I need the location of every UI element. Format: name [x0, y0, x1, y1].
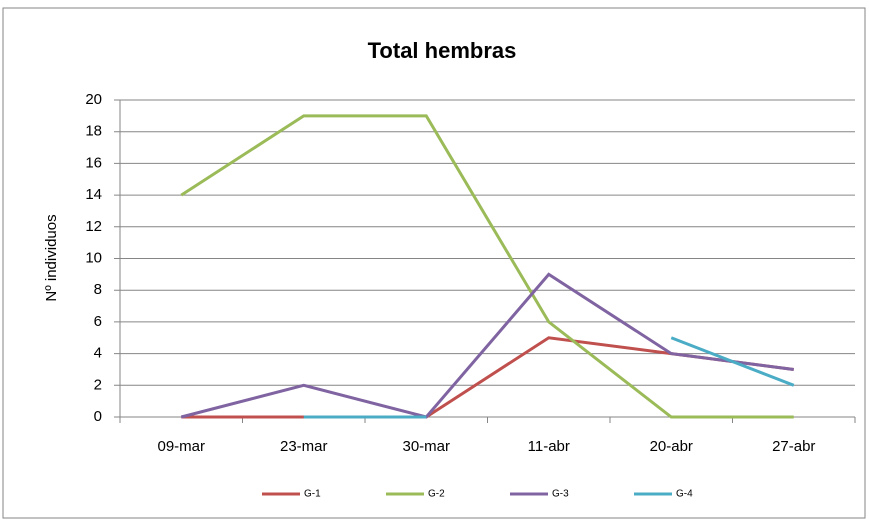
legend-label: G-4 [676, 489, 693, 500]
y-tick-label: 4 [94, 345, 102, 362]
x-tick-label: 09-mar [157, 438, 205, 455]
legend-label: G-1 [304, 489, 321, 500]
y-tick-label: 12 [85, 218, 102, 235]
y-tick-label: 10 [85, 249, 102, 266]
y-tick-label: 14 [85, 186, 102, 203]
legend-label: G-2 [428, 489, 445, 500]
y-axis-label: Nº individuos [43, 214, 60, 301]
y-tick-label: 20 [85, 91, 102, 108]
y-tick-label: 18 [85, 123, 102, 140]
series-line [303, 336, 795, 419]
x-tick-label: 30-mar [402, 438, 450, 455]
x-tick-label: 20-abr [650, 438, 693, 455]
series-line [180, 114, 794, 419]
y-tick-label: 8 [94, 281, 102, 298]
y-tick-label: 16 [85, 154, 102, 171]
series-line [180, 272, 794, 419]
legend-label: G-3 [552, 489, 569, 500]
x-tick-label: 11-abr [528, 438, 570, 455]
y-tick-label: 6 [94, 313, 102, 330]
x-tick-label: 27-abr [772, 438, 815, 455]
x-tick-label: 23-mar [280, 438, 328, 455]
chart-border [2, 7, 866, 519]
y-tick-label: 0 [94, 408, 102, 425]
chart-title: Total hembras [368, 38, 517, 63]
y-tick-label: 2 [94, 376, 102, 393]
